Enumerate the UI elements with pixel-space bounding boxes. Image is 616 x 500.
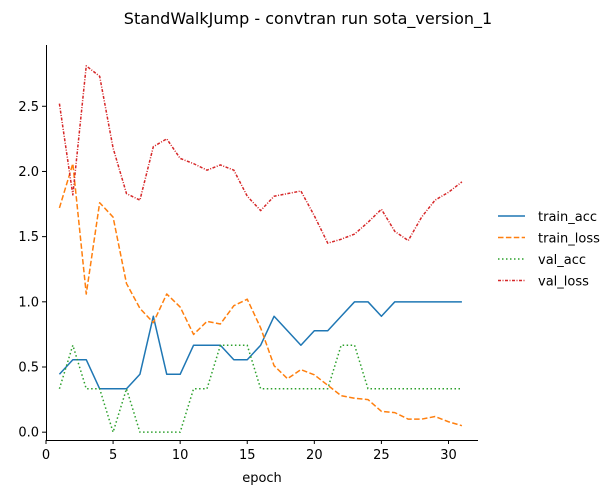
y-tick-label: 0.0 <box>18 426 39 441</box>
legend-label: val_acc <box>538 253 586 268</box>
series-lines <box>58 65 463 433</box>
y-tick-label: 1.0 <box>18 295 39 310</box>
plot-area: 0 5 10 15 20 25 30 0.0 0.5 1.0 1.5 2.0 2.5 <box>18 45 478 463</box>
x-tick-label: 30 <box>440 448 457 463</box>
legend-label: val_loss <box>538 275 589 290</box>
y-tick-label: 1.5 <box>18 230 39 245</box>
y-tick-label: 0.5 <box>18 360 39 375</box>
legend-label: train_loss <box>538 232 600 247</box>
x-tick-label: 10 <box>172 448 189 463</box>
x-axis-label: epoch <box>242 471 282 486</box>
x-tick-label: 0 <box>42 448 50 463</box>
x-tick-label: 5 <box>109 448 117 463</box>
series-line-val-acc <box>58 344 462 433</box>
y-tick-label: 2.5 <box>18 100 39 115</box>
x-tick-label: 25 <box>373 448 390 463</box>
y-tick-label: 2.0 <box>18 165 39 180</box>
x-tick-label: 20 <box>306 448 323 463</box>
chart-title: StandWalkJump - convtran run sota_versio… <box>124 9 492 29</box>
series-line-train-loss <box>58 162 463 427</box>
y-axis-ticks: 0.0 0.5 1.0 1.5 2.0 2.5 <box>18 100 46 441</box>
legend-label: train_acc <box>538 210 597 225</box>
x-axis-ticks: 0 5 10 15 20 25 30 <box>42 440 457 463</box>
series-line-train-acc <box>58 301 462 390</box>
series-line-val-loss <box>58 65 463 244</box>
x-tick-label: 15 <box>239 448 256 463</box>
legend: train_acc train_loss val_acc val_loss <box>498 210 600 290</box>
